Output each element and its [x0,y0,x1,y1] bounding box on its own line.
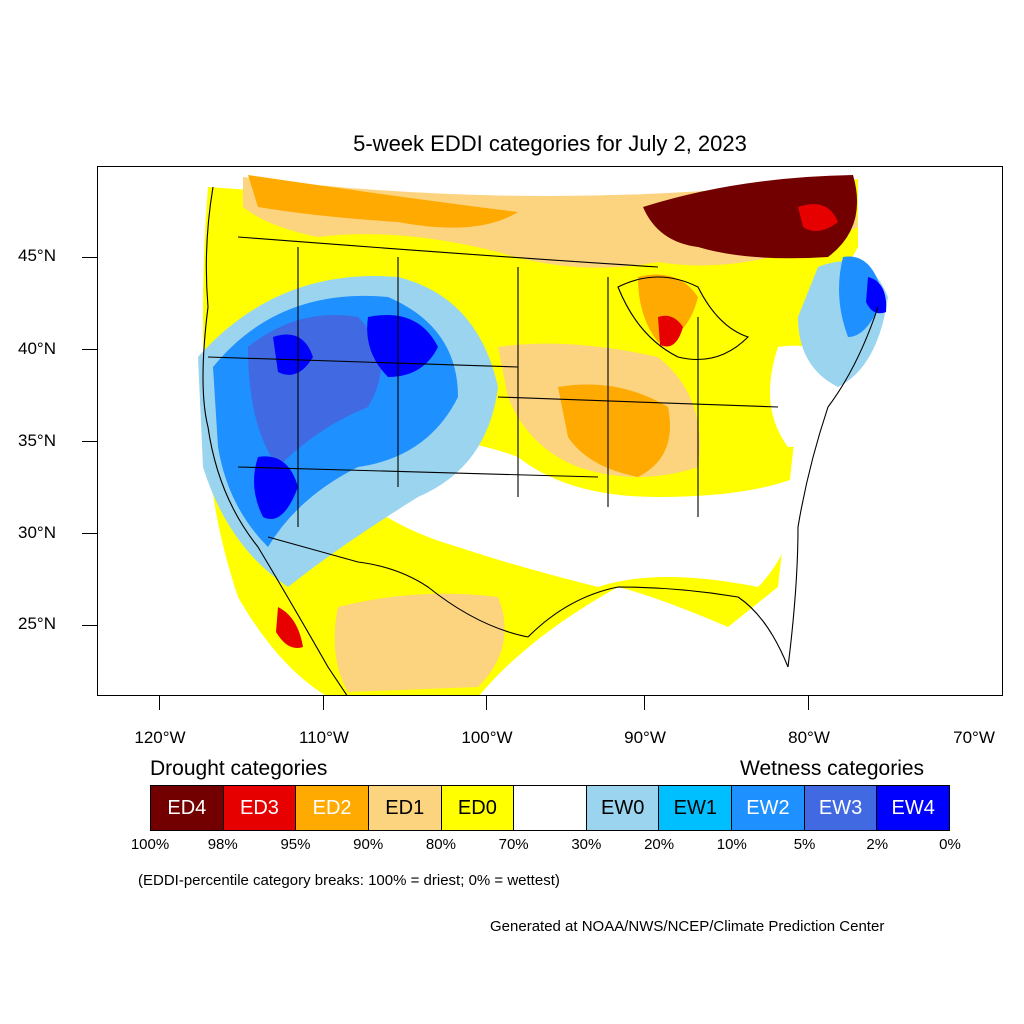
legend-percent-label: 95% [280,836,311,853]
lon-label-120w: 120°W [134,728,186,747]
map-region-ew4-wy [367,315,438,377]
coastline-east [787,306,879,668]
map-region-ew4-maine [866,277,887,314]
lon-label-70w: 70°W [953,728,995,747]
lon-tick [808,696,810,710]
lat-label-40n: 40°N [18,339,56,358]
credit-line: Generated at NOAA/NWS/NCEP/Climate Predi… [490,918,885,935]
legend-swatch-ew3: EW3 [804,786,878,830]
lon-tick [486,696,488,710]
lat-tick [82,441,97,443]
legend-swatch-ew0: EW0 [586,786,660,830]
lat-label-45n: 45°N [18,246,56,265]
legend-percent-label: 10% [716,836,747,853]
lon-label-100w: 100°W [461,728,513,747]
lon-tick [323,696,325,710]
lat-label-30n: 30°N [18,523,56,542]
border-canada [237,236,659,268]
map-region-ed2-midwest [558,384,670,477]
lat-tick [82,533,97,535]
map-region-ew4-id [273,334,313,375]
legend-percent-label: 20% [644,836,675,853]
legend-swatch-ed0: ED0 [441,786,515,830]
legend-swatch-ed3: ED3 [223,786,297,830]
lon-tick [159,696,161,710]
lat-label-35n: 35°N [18,431,56,450]
map-region-ed3-b [798,204,838,231]
map-region-ed2-north [248,175,518,228]
legend-colorbar: ED4 ED3 ED2 ED1 ED0 EW0 EW1 EW2 EW3 EW4 [150,785,950,831]
lon-label-90w: 90°W [624,728,666,747]
legend-percent-label: 5% [793,836,816,853]
legend-percent-label: 70% [498,836,529,853]
legend-percent-label: 98% [207,836,238,853]
lat-tick [82,625,97,627]
lat-label-25n: 25°N [18,614,56,633]
legend-drought-heading: Drought categories [150,757,328,780]
map-region-ew4-sw [254,456,298,519]
state-lines-a [297,247,699,527]
map-title: 5-week EDDI categories for July 2, 2023 [353,131,747,156]
legend-wetness-heading: Wetness categories [740,757,925,780]
lat-tick [82,257,97,259]
map-boundaries [202,186,879,695]
lon-label-80w: 80°W [788,728,830,747]
eddi-map [97,166,1003,696]
legend-swatch-ew4: EW4 [877,786,950,830]
legend-percent-label: 2% [866,836,889,853]
great-lakes [617,276,750,361]
map-region-neutral-plains [348,439,798,587]
legend-swatch-ed4: ED4 [151,786,224,830]
border-mexico [267,536,529,638]
map-region-ed3-a [658,315,683,347]
legend-percent-label: 100% [130,836,170,853]
coastline-west [202,186,348,695]
map-region-ed1-south [334,593,505,692]
legend-swatch-ew2: EW2 [732,786,805,830]
lat-tick [82,349,97,351]
coastline-gulf [527,586,789,668]
map-region-ed4 [643,175,858,259]
legend-percent-label: 0% [939,836,961,853]
lon-label-110w: 110°W [299,728,349,747]
lon-tick [644,696,646,710]
legend-swatch-neutral [514,786,587,830]
legend-percent-label: 30% [571,836,602,853]
eddi-map-canvas [198,175,888,695]
map-region-ew2-ne [839,256,883,337]
category-note: (EDDI-percentile category breaks: 100% =… [138,872,560,889]
map-region-ed2-michigan [638,274,698,342]
state-lines-b [207,356,779,478]
map-region-ed3-c [276,607,303,648]
legend-swatch-ed1: ED1 [368,786,442,830]
legend-percent-label: 80% [425,836,456,853]
legend-percent-label: 90% [353,836,384,853]
legend-swatch-ew1: EW1 [659,786,733,830]
legend-swatch-ed2: ED2 [296,786,369,830]
